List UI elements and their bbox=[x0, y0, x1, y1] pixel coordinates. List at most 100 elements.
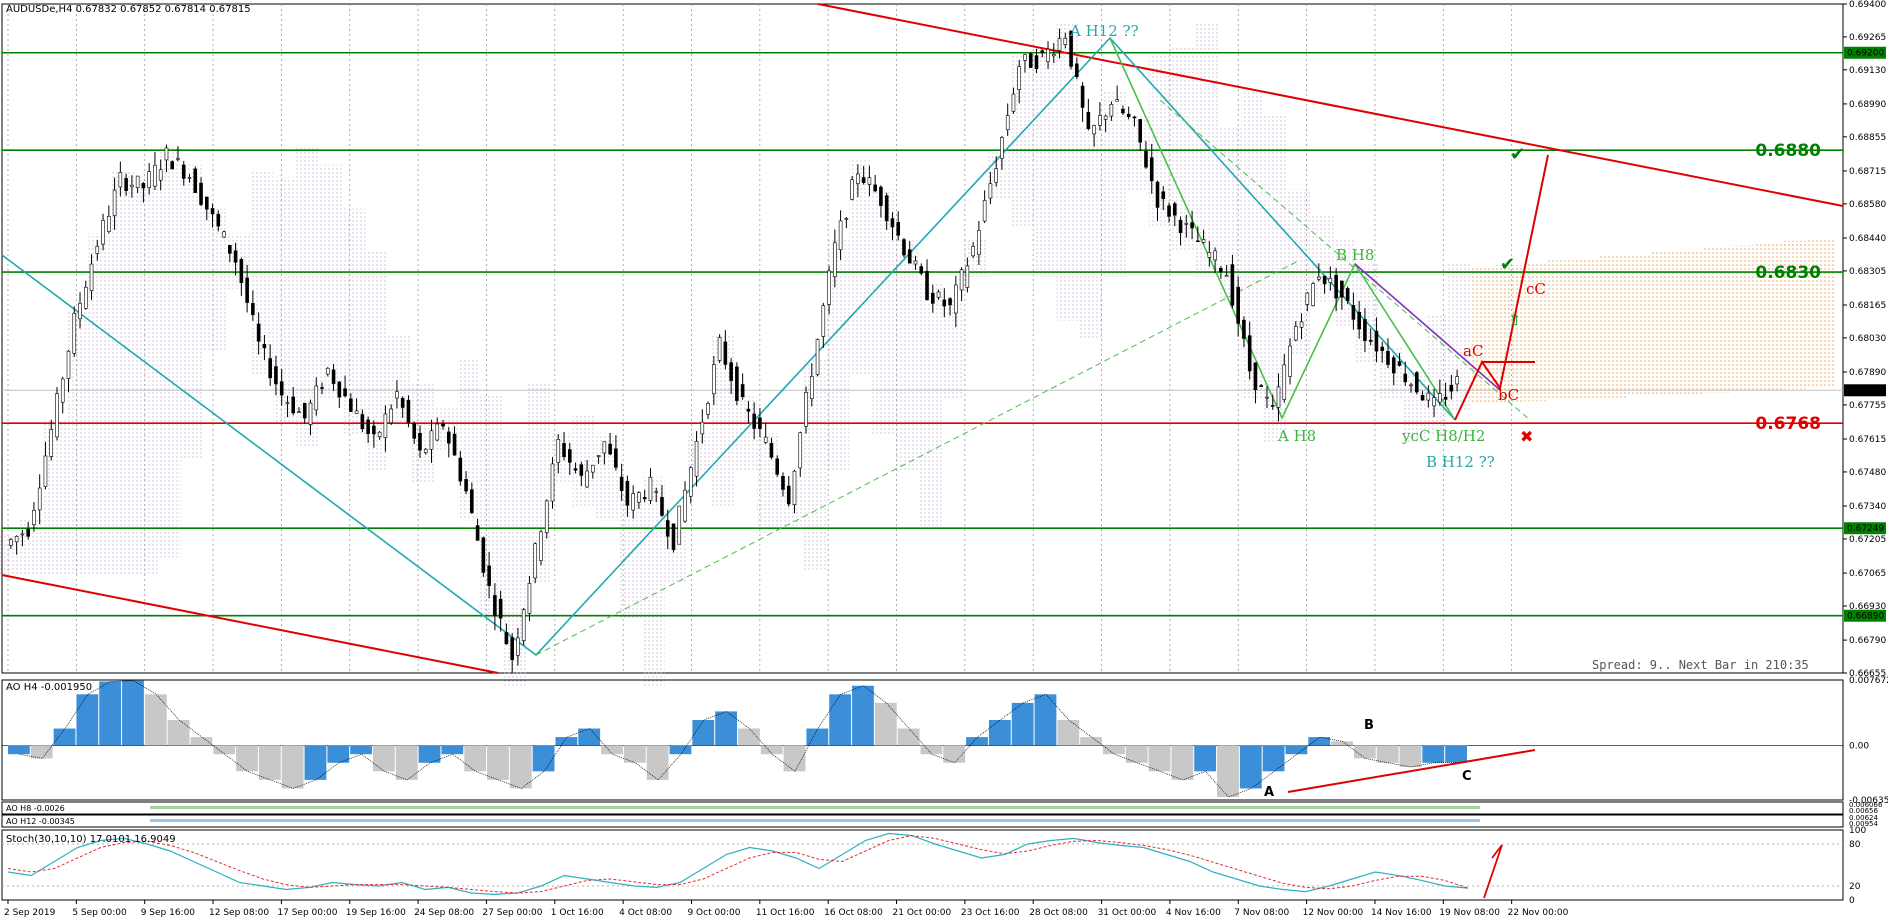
ao-bar bbox=[1445, 745, 1467, 763]
candle-body bbox=[366, 419, 370, 435]
ao-bar bbox=[373, 745, 395, 772]
candle-body bbox=[158, 169, 163, 181]
candle-body bbox=[83, 286, 88, 309]
ao-tick-label: -0.006351 bbox=[1849, 796, 1888, 806]
candle-body bbox=[677, 505, 682, 545]
cloud-segment bbox=[19, 518, 43, 575]
cloud-segment bbox=[1264, 116, 1288, 443]
candle-body bbox=[1075, 63, 1079, 77]
candle-body bbox=[1132, 116, 1137, 119]
main-pane-frame bbox=[1, 3, 1844, 674]
candle-body bbox=[107, 215, 111, 232]
candle-body bbox=[1253, 362, 1258, 390]
candle-body bbox=[925, 271, 929, 301]
ao-bar bbox=[966, 737, 988, 746]
candle-body bbox=[1080, 85, 1085, 108]
candle-body bbox=[902, 239, 906, 256]
ao-bar bbox=[692, 719, 715, 746]
current-price-box bbox=[1844, 384, 1886, 397]
cloud-segment bbox=[710, 335, 734, 509]
cloud-forward-segment bbox=[1470, 267, 1496, 404]
ao-bar bbox=[30, 745, 53, 759]
candle-body bbox=[1426, 392, 1431, 401]
candle-body bbox=[1000, 137, 1004, 159]
ao-bar bbox=[1239, 745, 1262, 789]
candle-body bbox=[591, 464, 595, 473]
candle-body bbox=[896, 221, 901, 236]
candle-body bbox=[1092, 125, 1096, 135]
candle-body bbox=[619, 476, 624, 491]
candle-body bbox=[1386, 350, 1390, 365]
candle-body bbox=[141, 182, 146, 189]
cloud-segment bbox=[1056, 23, 1080, 321]
ao-bar bbox=[76, 694, 99, 746]
candle-body bbox=[314, 385, 319, 411]
time-tick-label: 9 Sep 16:00 bbox=[141, 908, 196, 918]
candle-body bbox=[844, 218, 849, 220]
symbol-header: AUDUSDe,H4 0.67832 0.67852 0.67814 0.678… bbox=[6, 4, 251, 15]
time-tick-label: 7 Nov 08:00 bbox=[1234, 908, 1289, 918]
time-tick-label: 4 Nov 16:00 bbox=[1166, 908, 1221, 918]
candle-body bbox=[1201, 239, 1206, 243]
candle-body bbox=[349, 398, 353, 412]
wave-label: ycC H8/H2 bbox=[1401, 427, 1485, 445]
candle-body bbox=[1438, 393, 1442, 403]
candle-body bbox=[1115, 99, 1119, 102]
candle-body bbox=[1409, 384, 1413, 387]
price-tick-label: 0.66790 bbox=[1849, 636, 1886, 646]
candle-body bbox=[1317, 276, 1321, 280]
time-tick-label: 28 Oct 08:00 bbox=[1029, 908, 1088, 918]
candle-body bbox=[441, 423, 445, 427]
ao-bar bbox=[829, 694, 852, 746]
candle-body bbox=[556, 439, 561, 463]
ao-bar bbox=[897, 728, 920, 746]
cloud-segment bbox=[1379, 347, 1403, 399]
ao-bar bbox=[1080, 737, 1102, 746]
candle-body bbox=[170, 161, 175, 170]
candle-body bbox=[297, 411, 301, 413]
cloud-segment bbox=[411, 384, 435, 485]
cloud-segment bbox=[1010, 55, 1034, 229]
ao-bar bbox=[213, 745, 236, 755]
candle-body bbox=[775, 458, 780, 475]
cloud-segment bbox=[895, 237, 919, 472]
cloud-segment bbox=[734, 396, 758, 472]
candle-body bbox=[291, 396, 296, 414]
cloud-segment bbox=[134, 177, 158, 575]
price-tick-label: 0.69130 bbox=[1849, 66, 1886, 76]
candle-body bbox=[833, 242, 837, 278]
cloud-segment bbox=[319, 164, 343, 399]
cloud-segment bbox=[1148, 55, 1172, 229]
cloud-segment bbox=[526, 384, 550, 582]
stoch-pane: 100 80 20 0 bbox=[1, 826, 1866, 906]
ao-bar bbox=[258, 745, 281, 780]
ao-h12-title: AO H12 -0.00345 bbox=[6, 817, 75, 826]
ao-bar bbox=[122, 680, 144, 746]
candle-body bbox=[729, 362, 733, 381]
ao-bar bbox=[1217, 745, 1239, 797]
candle-body bbox=[1380, 346, 1385, 351]
cloud-forward-segment bbox=[1574, 258, 1600, 399]
candle-body bbox=[1328, 278, 1333, 283]
ao-bar bbox=[532, 745, 555, 772]
ao-bar bbox=[623, 745, 646, 763]
candle-body bbox=[193, 168, 198, 193]
candle-body bbox=[493, 595, 497, 616]
candle-body bbox=[20, 533, 25, 536]
current-price-label: 0.67815 bbox=[1847, 386, 1884, 396]
wave-label: A H8 bbox=[1277, 427, 1316, 445]
candle-body bbox=[400, 398, 405, 408]
cloud-segment bbox=[641, 476, 665, 687]
ao-bar bbox=[669, 745, 692, 755]
candle-body bbox=[700, 421, 705, 435]
cloud-forward-segment bbox=[1496, 265, 1522, 403]
ichimoku-cloud bbox=[0, 23, 1834, 687]
sub1-tick-label: 0.00656 bbox=[1849, 807, 1878, 815]
ao-bar bbox=[988, 719, 1011, 746]
price-tick-label: 0.69400 bbox=[1849, 0, 1886, 10]
ao-h12-frame bbox=[1, 814, 1844, 828]
candle-body bbox=[614, 448, 618, 468]
price-tick-label: 0.68440 bbox=[1849, 234, 1886, 244]
candle-body bbox=[32, 509, 36, 525]
candle-body bbox=[66, 350, 71, 379]
